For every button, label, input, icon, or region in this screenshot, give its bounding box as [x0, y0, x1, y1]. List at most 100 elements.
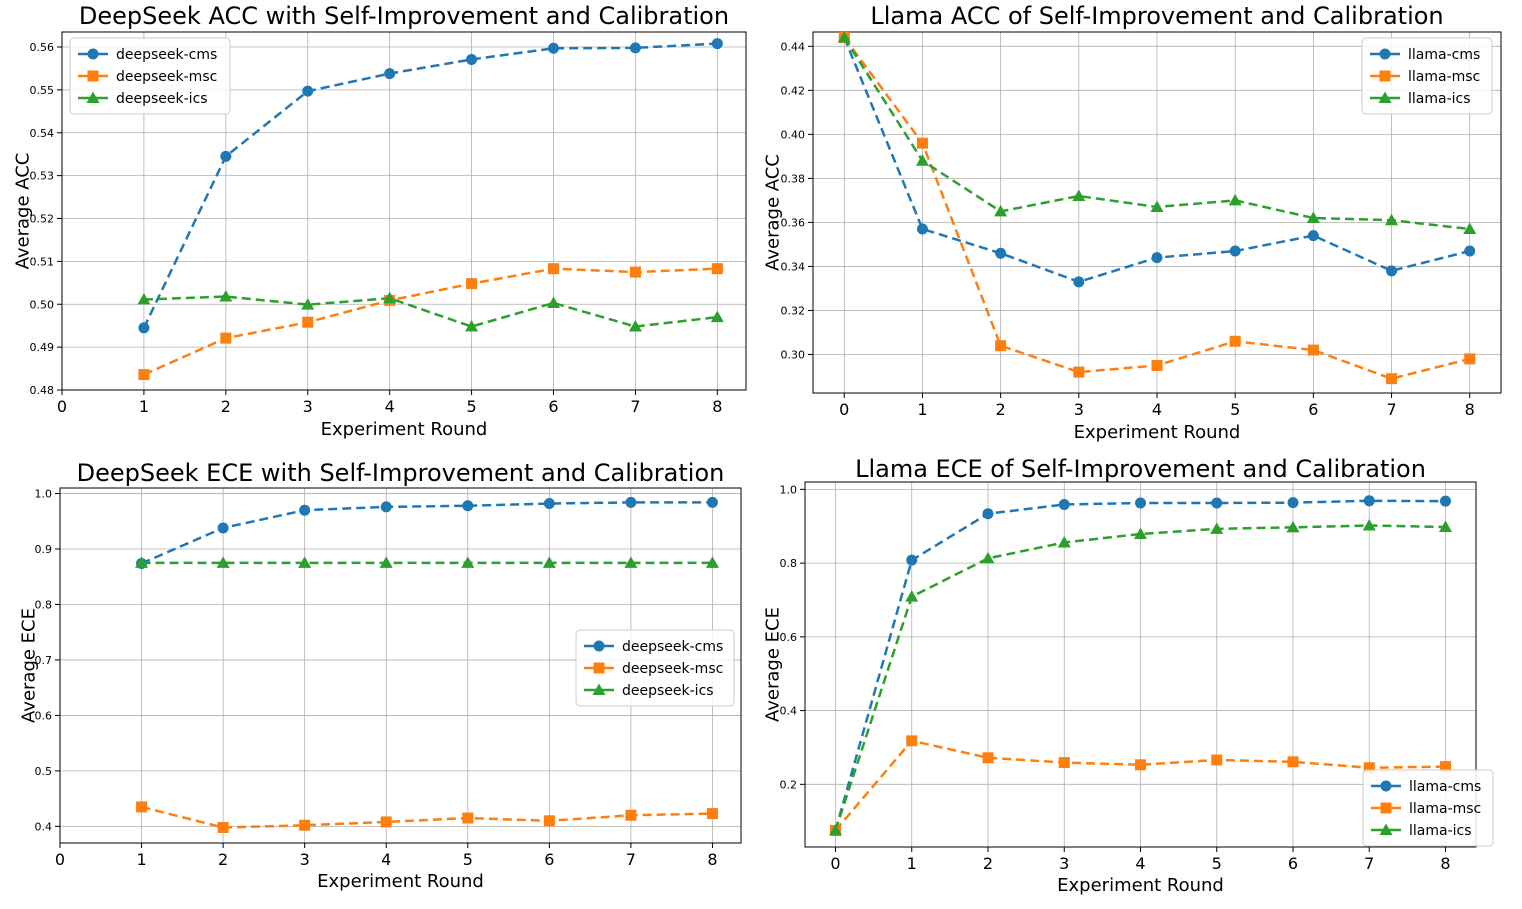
y-tick-label: 0.50 [30, 298, 55, 311]
legend-marker [86, 91, 100, 103]
y-tick-label: 0.5 [35, 765, 53, 778]
x-tick-label: 7 [630, 397, 640, 416]
data-point [1386, 373, 1398, 385]
grid [813, 32, 1501, 393]
x-tick-label: 0 [830, 854, 840, 873]
y-axis-label: Average ACC [12, 153, 33, 270]
data-point [1306, 211, 1320, 224]
y-tick-label: 0.30 [781, 348, 806, 361]
data-point [1228, 193, 1242, 206]
data-point [995, 247, 1007, 259]
data-point [1363, 495, 1375, 507]
legend-entry: llama-cms [1409, 779, 1481, 795]
y-tick-label: 0.8 [35, 598, 53, 611]
data-point [1440, 495, 1451, 507]
x-tick-label: 8 [707, 850, 717, 869]
y-tick-label: 0.51 [30, 255, 55, 268]
data-point [1440, 761, 1451, 773]
x-tick-label: 2 [996, 400, 1006, 419]
data-point [547, 263, 559, 275]
data-point [1211, 754, 1223, 766]
y-tick-label: 0.8 [780, 557, 798, 570]
y-axis-label: Average ACC [762, 154, 783, 271]
x-axis-label: Experiment Round [317, 871, 484, 892]
data-point [299, 819, 311, 831]
y-tick-label: 1.0 [35, 488, 53, 501]
x-tick-label: 5 [1230, 400, 1240, 419]
data-point [710, 310, 724, 323]
x-tick-label: 8 [1440, 854, 1450, 873]
chart-title: DeepSeek ACC with Self-Improvement and C… [79, 2, 729, 30]
data-point [302, 85, 314, 97]
legend-entry: llama-ics [1408, 91, 1471, 107]
x-axis-label: Experiment Round [1074, 422, 1241, 443]
legend-entry: deepseek-cms [622, 639, 723, 655]
legend-entry: deepseek-msc [622, 661, 723, 677]
data-point [1135, 759, 1146, 771]
data-point [1072, 189, 1086, 201]
series-deepseek-cms [138, 38, 723, 334]
data-point [301, 298, 315, 310]
data-point [1287, 756, 1299, 768]
chart-panel-2: 0 1 2 3 4 5 6 7 8 0.30 0.32 0.34 0.36 0.38 0.40 0.42 0.4… [762, 2, 1502, 443]
y-tick-label: 0.6 [780, 631, 798, 644]
x-tick-label: 6 [1308, 400, 1318, 419]
legend-marker [593, 662, 605, 674]
series-line [834, 739, 1446, 832]
y-tick-label: 0.56 [30, 41, 55, 54]
x-tick-label: 6 [544, 850, 554, 869]
chart-title: Llama ACC of Self-Improvement and Calibr… [870, 2, 1443, 30]
data-point [837, 31, 851, 43]
data-point [465, 320, 479, 332]
data-point [462, 812, 474, 824]
legend: deepseek-cms deepseek-msc deepseek-ics [69, 37, 231, 115]
x-tick-label: 7 [1386, 400, 1396, 419]
data-point [1211, 497, 1223, 509]
legend-entry: deepseek-cms [116, 47, 217, 63]
legend-entry: deepseek-ics [622, 683, 714, 699]
data-point [135, 556, 149, 568]
x-tick-label: 8 [1465, 400, 1475, 419]
data-point [1229, 245, 1241, 257]
legend-box [1362, 769, 1494, 847]
series-line [141, 805, 713, 829]
data-point [1385, 213, 1399, 226]
data-point [466, 53, 478, 65]
series-deepseek-ics [137, 290, 724, 332]
data-point [982, 508, 994, 520]
y-tick-label: 0.49 [30, 341, 55, 354]
data-point [994, 204, 1008, 217]
x-tick-label: 0 [57, 397, 67, 416]
x-tick-label: 5 [463, 850, 473, 869]
y-tick-label: 1.0 [780, 483, 798, 496]
x-tick-label: 3 [300, 850, 310, 869]
y-tick-label: 0.9 [35, 543, 53, 556]
x-tick-label: 7 [626, 850, 636, 869]
series-llama-ics [837, 31, 1477, 235]
data-point [906, 554, 918, 566]
data-point [217, 522, 229, 534]
data-point [542, 556, 556, 568]
data-point [1307, 344, 1319, 356]
x-tick-label: 0 [839, 400, 849, 419]
y-tick-label: 0.42 [781, 84, 806, 97]
data-point [982, 752, 994, 764]
data-point [629, 266, 641, 278]
data-point [1229, 335, 1241, 347]
data-point [137, 293, 151, 305]
chart-panel-3: 0 1 2 3 4 5 6 7 8 0.4 0.5 0.6 0.7 0.8 0.9 1.0 DeepSeek E… [18, 459, 742, 892]
data-point [628, 320, 642, 332]
data-point [462, 500, 474, 512]
data-point [1464, 245, 1476, 257]
data-point [380, 501, 392, 513]
data-point [216, 556, 230, 568]
data-point [466, 278, 478, 290]
legend-marker [1380, 802, 1392, 814]
x-axis-label: Experiment Round [1057, 875, 1224, 896]
data-point [915, 154, 929, 166]
data-point [547, 42, 559, 54]
y-tick-label: 0.36 [781, 216, 806, 229]
data-point [384, 68, 396, 80]
x-tick-label: 2 [221, 397, 231, 416]
data-point [1150, 200, 1164, 212]
